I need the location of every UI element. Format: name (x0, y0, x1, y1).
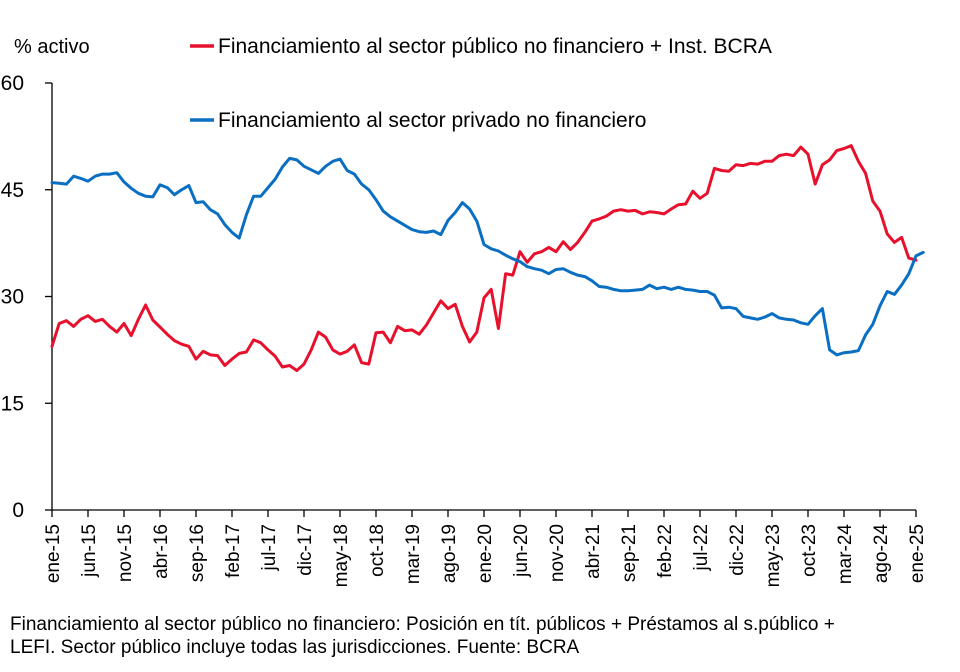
legend-label: Financiamiento al sector privado no fina… (218, 109, 646, 132)
x-tick-label: dic-22 (727, 524, 748, 576)
footnote-line-2: LEFI. Sector público incluye todas las j… (10, 637, 580, 658)
y-tick-label: 45 (1, 179, 24, 202)
x-tick-label: feb-17 (223, 524, 244, 578)
series-line-public-sector (50, 144, 918, 372)
x-tick-label: jun-20 (511, 524, 532, 578)
footnote: Financiamiento al sector público no fina… (10, 613, 955, 659)
x-tick-label: jul-22 (691, 524, 712, 571)
x-tick-label: may-23 (763, 524, 784, 587)
x-tick-label: may-18 (331, 524, 352, 587)
series-lines (50, 144, 925, 372)
x-tick-label: mar-19 (403, 524, 424, 584)
x-tick-label: jun-15 (79, 524, 100, 578)
x-tick-label: jul-17 (259, 524, 280, 571)
x-tick-label: ene-15 (43, 524, 64, 583)
legend-label: Financiamiento al sector público no fina… (218, 35, 772, 58)
y-axis-title: % activo (14, 36, 90, 58)
x-tick-label: mar-24 (835, 524, 856, 585)
x-tick-label: ago-24 (871, 524, 892, 584)
x-tick-label: ene-20 (475, 524, 496, 583)
x-tick-label: abr-21 (583, 524, 604, 579)
y-tick-label: 15 (1, 392, 24, 415)
footnote-line-1: Financiamiento al sector público no fina… (10, 614, 835, 635)
y-tick-label: 30 (1, 286, 24, 309)
x-tick-label: oct-23 (799, 524, 820, 577)
x-tick-label: oct-18 (367, 524, 388, 577)
x-tick-label: sep-16 (187, 524, 208, 582)
x-tick-label: sep-21 (619, 524, 640, 582)
x-tick-label: abr-16 (151, 524, 172, 579)
y-tick-label: 0 (12, 499, 24, 522)
x-tick-label: dic-17 (295, 524, 316, 576)
series-line-private-sector (50, 156, 925, 357)
y-tick-label: 60 (1, 72, 24, 95)
axes (45, 82, 917, 517)
x-tick-label: ago-19 (439, 524, 460, 583)
y-tick-labels: 0 15 30 45 60 (1, 72, 24, 522)
x-tick-label: ene-25 (907, 524, 928, 583)
x-tick-label: nov-15 (115, 524, 136, 582)
x-tick-label: nov-20 (547, 524, 568, 582)
legend: Financiamiento al sector público no fina… (190, 35, 772, 132)
x-tick-labels: ene-15 jun-15 nov-15 abr-16 sep-16 feb-17 jul-… (43, 524, 928, 588)
x-tick-label: feb-22 (655, 524, 676, 578)
